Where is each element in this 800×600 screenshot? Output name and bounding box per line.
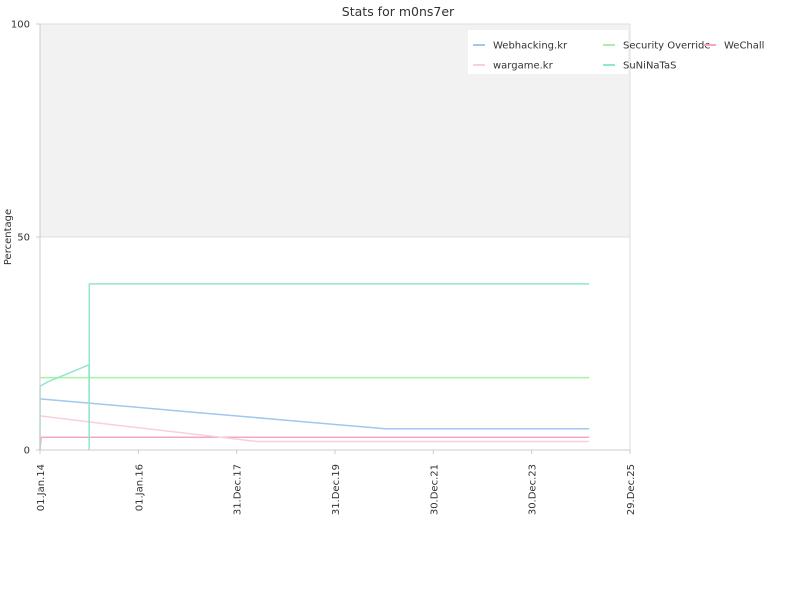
y-tick-label: 0 [24, 446, 30, 457]
legend-label: Security Override [623, 41, 711, 52]
legend-box [468, 30, 628, 74]
x-tick-label: 01.Jan.16 [134, 464, 145, 511]
legend: Webhacking.kr Security Override WeChall war… [468, 30, 764, 74]
legend-label: WeChall [724, 41, 764, 52]
series-line-webhacking-kr [39, 398, 590, 430]
series-line-wargame-kr [39, 415, 590, 443]
x-tick-label: 31.Dec.19 [331, 464, 342, 515]
legend-label: SuNiNaTaS [623, 61, 676, 72]
y-tick-labels: 0 50 100 [11, 20, 40, 457]
x-tick-label: 30.Dec.23 [528, 464, 539, 515]
x-tick-label: 29.Dec.25 [626, 464, 637, 515]
legend-label: Webhacking.kr [493, 41, 568, 52]
y-axis-label: Percentage [3, 209, 14, 265]
y-tick-label: 100 [11, 20, 30, 31]
x-tick-labels: 01.Jan.14 01.Jan.16 31.Dec.17 31.Dec.19 30.D… [36, 450, 637, 515]
chart-title: Stats for m0ns7er [342, 4, 455, 19]
series-layer [39, 283, 590, 451]
background-band-1 [40, 237, 630, 450]
legend-label: wargame.kr [493, 61, 554, 72]
y-tick-label: 50 [17, 233, 30, 244]
x-tick-label: 01.Jan.14 [36, 464, 47, 511]
x-tick-label: 31.Dec.17 [233, 464, 244, 515]
x-tick-label: 30.Dec.21 [429, 464, 440, 515]
